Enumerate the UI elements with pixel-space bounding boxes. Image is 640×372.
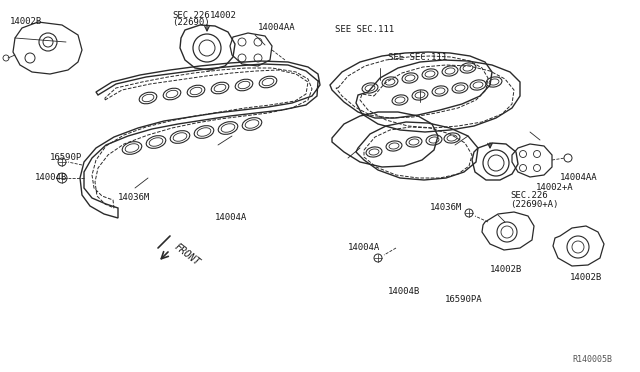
Text: 14002: 14002 <box>210 12 237 20</box>
Text: 14004B: 14004B <box>35 173 67 183</box>
Text: 14036M: 14036M <box>118 193 150 202</box>
Text: 14036M: 14036M <box>430 203 462 212</box>
Text: FRONT: FRONT <box>172 242 201 268</box>
Text: (22690+A): (22690+A) <box>510 199 558 208</box>
Text: 14002B: 14002B <box>570 273 602 282</box>
Text: SEE SEC.111: SEE SEC.111 <box>335 26 394 35</box>
Text: 16590PA: 16590PA <box>445 295 483 305</box>
Text: 16590P: 16590P <box>50 154 83 163</box>
Text: 14004AA: 14004AA <box>560 173 598 183</box>
Text: 14002B: 14002B <box>490 266 522 275</box>
Text: (22690): (22690) <box>172 17 210 26</box>
Text: 14002+A: 14002+A <box>536 183 573 192</box>
Text: SEE SEC.111: SEE SEC.111 <box>388 54 447 62</box>
Text: 14002B: 14002B <box>10 17 42 26</box>
Text: 14004A: 14004A <box>215 214 247 222</box>
Text: 14004A: 14004A <box>348 244 380 253</box>
Text: 14004AA: 14004AA <box>258 23 296 32</box>
Text: SEC.226: SEC.226 <box>172 12 210 20</box>
Text: 14004B: 14004B <box>388 288 420 296</box>
Text: R140005B: R140005B <box>572 356 612 365</box>
Text: SEC.226: SEC.226 <box>510 192 548 201</box>
